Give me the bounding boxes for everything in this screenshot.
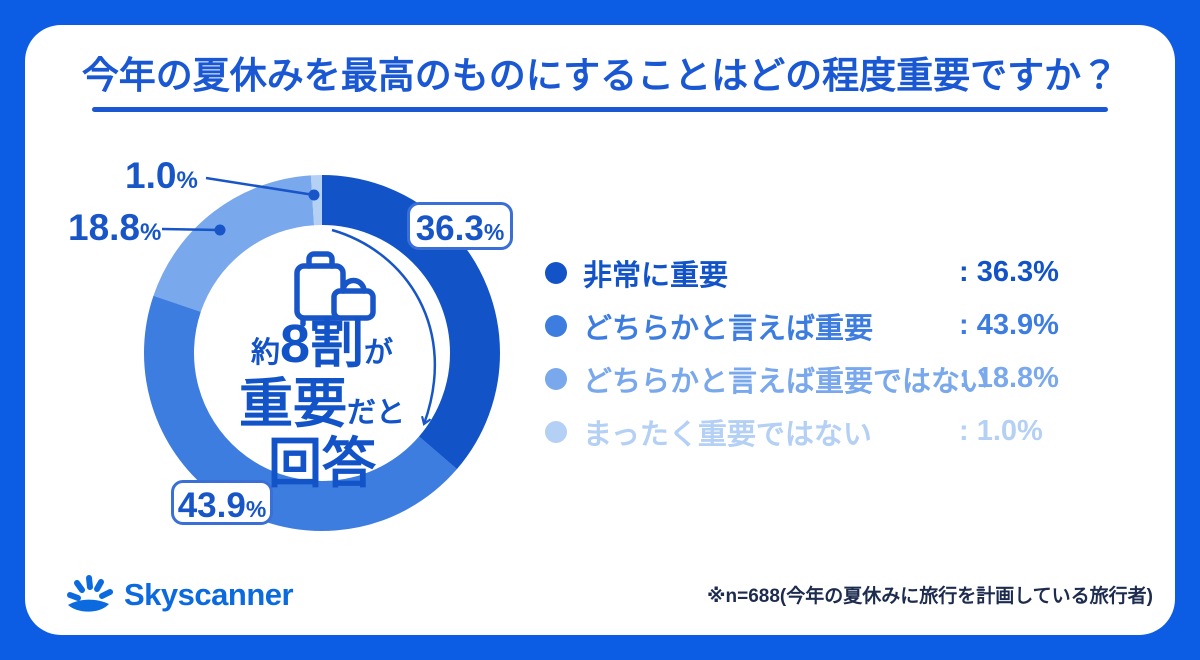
center-text-big: 8割: [279, 314, 365, 374]
legend-row-very-important: 非常に重要 : 36.3%: [545, 246, 1105, 299]
clockwise-arrow: [331, 228, 437, 424]
percent-sign: %: [176, 167, 198, 194]
leader-dot-18-8: [214, 224, 226, 236]
legend-label: まったく重要ではない: [583, 418, 872, 451]
callout-value: 18.8: [68, 207, 141, 248]
skyscanner-sun-icon: [67, 575, 113, 612]
donut-chart: [144, 175, 500, 531]
percent-sign: %: [140, 219, 162, 246]
callout-value: 1.0: [125, 155, 177, 196]
donut-segment-very-important: [144, 175, 500, 531]
donut-center-annotation: 約8割が 重要だと 回答: [194, 317, 450, 497]
center-text-small: が: [364, 337, 394, 369]
callout-value: 36.3: [415, 209, 484, 248]
infographic-card: 今年の夏休みを最高のものにすることはどの程度重要ですか？: [25, 25, 1175, 635]
center-text-big: 回答: [268, 434, 376, 494]
callout-value: 43.9: [177, 486, 246, 525]
leader-line-18-8: [161, 227, 220, 232]
legend-row-somewhat-important: どちらかと言えば重要 : 43.9%: [545, 299, 1105, 352]
center-line-2: 重要だと: [194, 377, 450, 431]
legend-label: どちらかと言えば重要ではない: [583, 365, 990, 398]
legend-dot: [545, 420, 567, 443]
page-title: 今年の夏休みを最高のものにすることはどの程度重要ですか？: [81, 55, 1119, 96]
legend-label: 非常に重要: [583, 259, 729, 292]
legend-dot: [545, 314, 567, 337]
title-underline: [92, 106, 1108, 112]
luggage-icon: [294, 251, 376, 327]
title-block: 今年の夏休みを最高のものにすることはどの程度重要ですか？: [25, 55, 1175, 112]
legend-value: : 36.3%: [959, 256, 1059, 288]
donut-segment-somewhat-not-important: [144, 175, 500, 531]
center-text-small: だと: [346, 397, 405, 429]
center-line-1: 約8割が: [194, 317, 450, 371]
callout-36-3-percent-box: 36.3%: [407, 202, 513, 250]
legend-row-not-important: まったく重要ではない : 1.0%: [545, 405, 1105, 458]
legend-label: どちらかと言えば重要: [583, 312, 874, 345]
leader-dot-1-0: [308, 189, 320, 201]
legend-value: : 18.8%: [959, 362, 1059, 394]
skyscanner-logo: Skyscanner: [65, 574, 294, 616]
legend-row-somewhat-not-important: どちらかと言えば重要ではない : 18.8%: [545, 352, 1105, 405]
callout-43-9-percent-box: 43.9%: [171, 480, 273, 525]
donut-segment-somewhat-important: [144, 175, 500, 531]
chart-legend: 非常に重要 : 36.3% どちらかと言えば重要 : 43.9% どちらかと言え…: [545, 246, 1105, 458]
center-line-3: 回答: [194, 437, 450, 491]
center-text-small: 約: [250, 337, 280, 369]
percent-sign: %: [483, 219, 505, 245]
sample-size-note: ※n=688(今年の夏休みに旅行を計画している旅行者): [707, 586, 1153, 607]
percent-sign: %: [245, 496, 267, 522]
brand-name: Skyscanner: [124, 577, 294, 612]
legend-value: : 43.9%: [959, 309, 1059, 341]
donut-segment-not-important: [144, 175, 500, 531]
legend-dot: [545, 261, 567, 284]
legend-dot: [545, 367, 567, 390]
center-text-big: 重要: [238, 374, 347, 434]
callout-18-8-percent: 18.8%: [68, 207, 161, 249]
leader-line-1-0: [205, 176, 315, 197]
callout-1-0-percent: 1.0%: [125, 155, 198, 197]
legend-value: : 1.0%: [959, 415, 1043, 447]
